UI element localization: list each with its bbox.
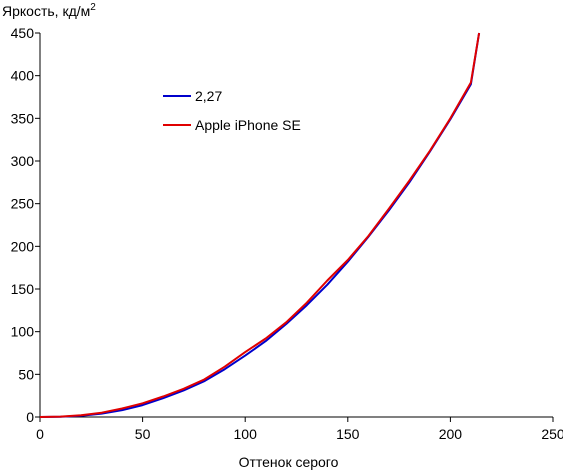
x-tick-label: 50 xyxy=(135,426,151,442)
y-tick-label: 400 xyxy=(11,68,35,84)
y-axis-title-text: Яркость, кд/м xyxy=(2,3,90,19)
legend-label: 2,27 xyxy=(195,88,222,104)
y-tick-label: 50 xyxy=(18,366,34,382)
x-tick-label: 200 xyxy=(439,426,463,442)
y-tick-label: 200 xyxy=(11,238,35,254)
x-tick-label: 0 xyxy=(36,426,44,442)
series-line-2 xyxy=(39,32,481,418)
y-axis-title: Яркость, кд/м2 xyxy=(2,2,96,19)
legend: 2,27 Apple iPhone SE xyxy=(163,88,301,133)
y-tick-label: 300 xyxy=(11,153,35,169)
y-tick-label: 250 xyxy=(11,196,35,212)
x-tick-label: 100 xyxy=(234,426,258,442)
x-tick-label: 250 xyxy=(541,426,563,442)
axes: 0 50 100 150 200 250 300 350 400 450 0 50 100 150 200 2… xyxy=(11,25,563,442)
y-tick-label: 0 xyxy=(26,409,34,425)
y-tick-label: 450 xyxy=(11,25,35,41)
series-layer xyxy=(39,32,481,418)
x-tick-label: 150 xyxy=(336,426,360,442)
y-tick-label: 100 xyxy=(11,324,35,340)
y-axis-title-superscript: 2 xyxy=(90,2,96,13)
legend-label: Apple iPhone SE xyxy=(195,117,301,133)
series-line-1 xyxy=(39,32,481,418)
x-axis-title: Оттенок серого xyxy=(239,454,339,470)
y-tick-label: 350 xyxy=(11,110,35,126)
y-tick-label: 150 xyxy=(11,281,35,297)
